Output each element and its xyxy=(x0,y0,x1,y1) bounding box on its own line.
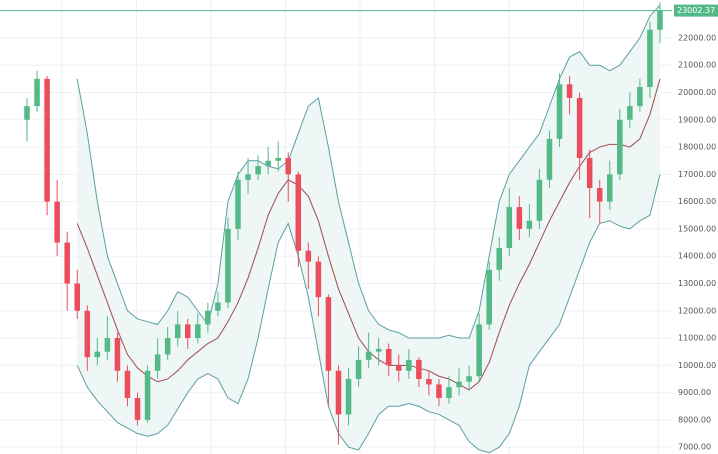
candle-body xyxy=(446,387,452,399)
candle-body xyxy=(506,207,513,249)
candle-body xyxy=(134,398,141,420)
candle-body xyxy=(164,338,171,355)
y-tick-label: 22000.00 xyxy=(678,33,716,42)
band-upper xyxy=(76,4,661,339)
candle-body xyxy=(124,370,131,399)
candle-body xyxy=(305,250,312,262)
candle-body xyxy=(606,174,613,202)
candle-body xyxy=(355,359,362,379)
candle-body xyxy=(195,324,201,339)
candle-body xyxy=(265,160,271,167)
last-price-box xyxy=(674,4,718,17)
candle-body xyxy=(285,157,292,175)
candle-body xyxy=(245,174,251,180)
candle-body xyxy=(295,174,302,251)
candle-body xyxy=(657,10,663,30)
candle-body xyxy=(536,179,543,221)
y-tick-label: 16000.00 xyxy=(678,197,716,206)
y-tick-label: 15000.00 xyxy=(678,224,716,233)
candle-body xyxy=(586,157,593,188)
candle-body xyxy=(235,179,241,229)
candle-body xyxy=(496,248,503,270)
candle-body xyxy=(456,381,462,388)
candle-body xyxy=(516,207,523,229)
band-lower xyxy=(76,174,661,454)
candle-body xyxy=(24,106,30,120)
candle-body xyxy=(225,228,231,303)
candle-body xyxy=(34,78,40,107)
y-tick-label: 7000.00 xyxy=(678,443,711,452)
candle-body xyxy=(104,338,111,352)
y-tick-label: 8000.00 xyxy=(678,415,711,424)
candle-body xyxy=(315,261,322,298)
y-tick-label: 18000.00 xyxy=(678,143,716,152)
candle-body xyxy=(406,359,412,371)
candle-body xyxy=(566,84,573,98)
y-tick-label: 11000.00 xyxy=(678,334,716,343)
candle-body xyxy=(476,324,482,377)
y-tick-label: 17000.00 xyxy=(678,170,716,179)
y-tick-label: 19000.00 xyxy=(678,115,716,124)
candle-body xyxy=(486,269,492,325)
candle-body xyxy=(596,187,603,202)
candle-body xyxy=(466,376,472,382)
y-tick-label: 20000.00 xyxy=(678,88,716,97)
candle-body xyxy=(345,378,352,415)
last-price-label: 23002.37 xyxy=(677,6,715,15)
candle-body xyxy=(144,370,151,420)
candle-body xyxy=(627,106,633,120)
candle-body xyxy=(335,370,342,415)
y-tick-label: 14000.00 xyxy=(678,252,716,261)
candle-body xyxy=(617,119,623,175)
candle-body xyxy=(365,351,372,360)
candle-body xyxy=(54,201,60,243)
candle-body xyxy=(546,138,553,180)
candle-body xyxy=(637,87,643,107)
candle-body xyxy=(275,157,281,161)
candle-body xyxy=(174,324,181,339)
y-tick-label: 12000.00 xyxy=(678,306,716,315)
candle-body xyxy=(84,310,91,358)
y-tick-label: 13000.00 xyxy=(678,279,716,288)
candle-body xyxy=(375,348,382,352)
candle-body xyxy=(94,351,101,358)
candle-body xyxy=(416,359,422,379)
candle-body xyxy=(395,365,402,371)
candle-body xyxy=(385,348,392,366)
candle-body xyxy=(426,378,432,385)
candle-body xyxy=(215,302,221,311)
y-tick-label: 21000.00 xyxy=(678,61,716,70)
candle-body xyxy=(184,324,191,339)
candle-body xyxy=(154,354,161,371)
candle-body xyxy=(205,310,211,325)
candle-body xyxy=(255,166,261,175)
candle-body xyxy=(436,384,442,399)
candle-body xyxy=(556,84,563,139)
candle-body xyxy=(74,283,81,311)
y-tick-label: 9000.00 xyxy=(678,388,711,397)
candle-body xyxy=(114,338,121,371)
candle-body xyxy=(64,242,70,284)
y-tick-label: 10000.00 xyxy=(678,361,716,370)
band-fill xyxy=(77,5,660,453)
candle-body xyxy=(44,78,50,202)
candle-body xyxy=(325,297,332,371)
candle-body xyxy=(526,220,533,229)
candle-body xyxy=(576,97,583,158)
candle-body xyxy=(647,29,653,88)
